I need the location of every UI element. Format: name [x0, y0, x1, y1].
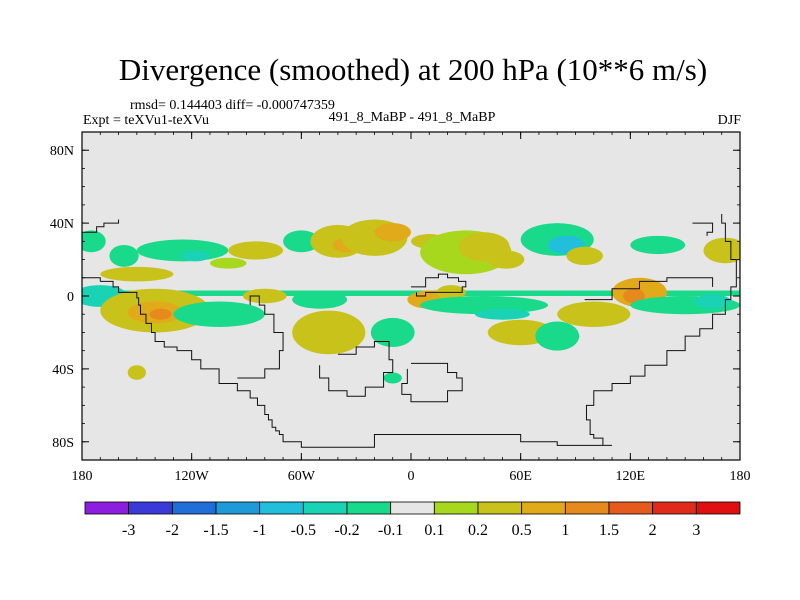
colorbar-label: -1 — [253, 522, 266, 539]
contour-region — [623, 288, 645, 304]
colorbar-label: -3 — [122, 522, 135, 539]
coastline — [584, 277, 714, 301]
equatorial-band — [82, 290, 740, 296]
chart-title: Divergence (smoothed) at 200 hPa (10**6 … — [119, 52, 707, 87]
season-label: DJF — [718, 113, 742, 128]
contour-region — [383, 372, 402, 384]
contour-region — [292, 310, 366, 355]
coastline — [692, 222, 714, 236]
colorbar-label: -0.2 — [334, 522, 359, 539]
colorbar-swatch — [521, 501, 566, 515]
x-tick-label: 120W — [175, 469, 210, 484]
contour-region — [127, 365, 146, 380]
contour-region — [242, 288, 287, 304]
contour-region — [557, 301, 631, 327]
y-tick-label: 0 — [67, 290, 74, 305]
contour-region — [82, 230, 106, 253]
colorbar-swatch — [84, 501, 130, 515]
y-tick-label: 80S — [52, 436, 74, 451]
contour-region — [370, 317, 415, 348]
colorbar-label: 0.2 — [468, 522, 488, 539]
continent-outlines — [82, 214, 737, 448]
colorbar-label: 0.1 — [424, 522, 444, 539]
colorbar-label: 3 — [692, 522, 700, 539]
coastline — [82, 277, 101, 282]
contour-region — [228, 241, 284, 260]
colorbar-label: 1 — [561, 522, 569, 539]
contour-region — [487, 250, 525, 269]
colorbar-swatch — [390, 501, 435, 515]
map-axes: 180 120W 60W 0 60E 120E 180 80N 40N 0 40S 80S — [50, 132, 751, 484]
contour-region — [149, 308, 172, 320]
contour-region — [100, 266, 174, 282]
x-tick-label: 120E — [616, 469, 646, 484]
colorbar-swatch — [564, 501, 610, 515]
colorbar-label: 0.5 — [512, 522, 532, 539]
colorbar-swatch — [652, 501, 697, 515]
colorbar-swatch — [477, 501, 523, 515]
contour-region — [209, 257, 247, 269]
colorbar-swatch — [128, 501, 173, 515]
y-tick-label: 40N — [50, 217, 74, 232]
colorbar-swatch — [215, 501, 261, 515]
coastline — [237, 295, 284, 379]
colorbar-swatch — [433, 501, 479, 515]
y-tick-label: 80N — [50, 144, 74, 159]
contour-region — [535, 321, 580, 351]
colorbar-swatch — [346, 501, 392, 515]
contour-region — [566, 246, 603, 266]
colorbar-label: 1.5 — [599, 522, 619, 539]
contour-region — [283, 230, 320, 253]
coastline — [401, 362, 463, 403]
experiment-label: Expt = teXVu1-teXVu — [83, 113, 209, 128]
coastline — [100, 214, 737, 448]
x-tick-label: 180 — [72, 469, 93, 484]
x-tick-label: 60E — [509, 469, 532, 484]
colorbar-label: 2 — [649, 522, 657, 539]
coastline — [82, 219, 120, 233]
x-tick-label: 0 — [408, 469, 415, 484]
colorbar-swatch — [171, 501, 217, 515]
colorbar-swatch — [302, 501, 348, 515]
colorbar-label: -1.5 — [203, 522, 228, 539]
contour-region — [173, 301, 265, 327]
contour-region — [180, 250, 210, 262]
colorbar-label: -0.1 — [378, 522, 403, 539]
contour-region — [374, 223, 411, 242]
case-label: 491_8_MaBP - 491_8_MaBP — [329, 110, 496, 125]
y-tick-label: 40S — [52, 363, 74, 378]
contour-region — [630, 235, 686, 255]
colorbar-swatch — [608, 501, 654, 515]
colorbar-label: -2 — [166, 522, 179, 539]
contour-region — [474, 308, 530, 320]
coastline — [411, 273, 467, 297]
contour-region — [109, 244, 139, 267]
contour-region — [292, 290, 348, 309]
coastline — [319, 341, 394, 397]
colorbar-swatch — [259, 501, 304, 515]
divergence-field — [82, 219, 740, 384]
colorbar-swatch — [695, 501, 741, 515]
contour-region — [694, 294, 731, 309]
colorbar-label: -0.5 — [291, 522, 316, 539]
x-tick-label: 180 — [730, 469, 751, 484]
colorbar: -3 -2 -1.5 -1 -0.5 -0.2 -0.1 0.1 0.2 0.5 1 1.5 2 3 — [84, 501, 741, 539]
x-tick-label: 60W — [288, 469, 316, 484]
rmsd-diff-label: rmsd= 0.144403 diff= -0.000747359 — [130, 98, 335, 113]
